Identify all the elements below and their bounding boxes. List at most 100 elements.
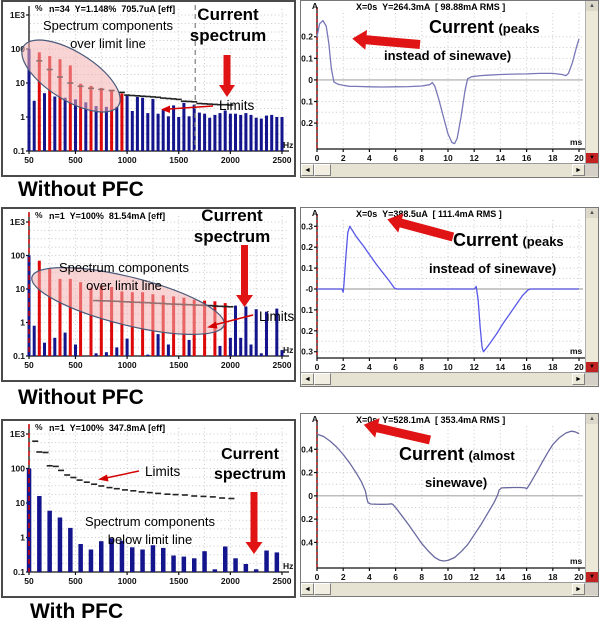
svg-text:0.2: 0.2 (301, 468, 313, 478)
current-note-line2: sinewave) (425, 475, 488, 490)
row-label-2: Without PFC (18, 386, 144, 409)
harmonic-spectrum-chart: 1E3 100 10 1 0.150 500 1000 1500 2000 2500 Hz% (10, 422, 294, 586)
components-note: Spectrum components over limit line (58, 260, 190, 293)
svg-text:ms: ms (570, 556, 583, 566)
vertical-scrollbar[interactable]: ▲ ▼ (585, 1, 598, 164)
svg-text:0: 0 (315, 362, 320, 372)
svg-text:2500: 2500 (273, 360, 292, 370)
horizontal-scrollbar[interactable]: ◄ ► (301, 372, 598, 386)
scroll-up-button[interactable]: ▲ (586, 414, 598, 424)
svg-text:1: 1 (20, 112, 25, 122)
svg-text:1E3: 1E3 (10, 10, 25, 20)
scroll-left-button[interactable]: ◄ (301, 373, 314, 385)
svg-text:14: 14 (496, 572, 506, 582)
svg-text:18: 18 (548, 362, 558, 372)
svg-text:1000: 1000 (118, 576, 137, 586)
waveform-panel-3: X=0s Y=528.1mA [ 353.4mA RMS ] 0.40.20-0… (300, 413, 599, 597)
spectrum-panel-1: n=34 Y=1.148% 705.7uA [eff] 1E3 100 10 1 0.1… (1, 0, 296, 177)
limits-label: Limits (145, 464, 181, 479)
svg-text:A: A (312, 414, 318, 424)
svg-text:500: 500 (68, 155, 82, 165)
limits-label: Limits (219, 98, 255, 113)
svg-text:0: 0 (308, 491, 313, 501)
svg-text:1500: 1500 (169, 155, 188, 165)
svg-text:-0: -0 (305, 284, 313, 294)
svg-text:0.1: 0.1 (13, 351, 25, 361)
svg-text:1500: 1500 (169, 360, 188, 370)
svg-text:500: 500 (68, 360, 82, 370)
svg-text:0.1: 0.1 (13, 567, 25, 577)
current-spectrum-label: Current spectrum (189, 5, 267, 46)
svg-text:12: 12 (469, 153, 479, 163)
scroll-thumb[interactable] (314, 583, 331, 595)
svg-text:10: 10 (443, 153, 453, 163)
svg-text:1E3: 1E3 (10, 429, 25, 439)
scroll-track[interactable] (331, 373, 572, 386)
scroll-right-button[interactable]: ► (572, 583, 585, 595)
waveform-panel-2: X=0s Y=388.5uA [ 111.4mA RMS ] 0.3 0.2 0.1… (300, 207, 599, 387)
svg-text:1E3: 1E3 (10, 217, 25, 227)
scroll-up-button[interactable]: ▲ (586, 1, 598, 11)
current-note-line2: instead of sinewave) (429, 261, 557, 276)
components-note: Spectrum components over limit line (42, 18, 174, 51)
svg-text:ms: ms (570, 346, 583, 356)
svg-text:Hz: Hz (283, 561, 293, 571)
scroll-track[interactable] (331, 164, 572, 177)
current-waveform-chart: 0.4 0.2 0 -0.2 -0.4 0 2 4 6 8 10 12 14 16 18 20 ms A (301, 414, 585, 582)
svg-text:-0.2: -0.2 (301, 326, 313, 336)
current-note-line1: Current (almost (399, 444, 515, 464)
svg-text:0: 0 (315, 153, 320, 163)
svg-text:1000: 1000 (118, 360, 137, 370)
scroll-right-button[interactable]: ► (572, 373, 585, 385)
svg-text:12: 12 (469, 362, 479, 372)
chart-readout: n=34 Y=1.148% 705.7uA [eff] (49, 4, 176, 14)
svg-text:4: 4 (367, 153, 372, 163)
svg-text:1500: 1500 (169, 576, 188, 586)
scroll-down-button[interactable]: ▼ (586, 153, 598, 164)
svg-text:2000: 2000 (221, 576, 240, 586)
svg-text:0.2: 0.2 (301, 242, 313, 252)
svg-text:0.2: 0.2 (301, 32, 313, 42)
horizontal-scrollbar[interactable]: ◄ ► (301, 163, 598, 177)
svg-text:2000: 2000 (221, 155, 240, 165)
svg-text:-0.2: -0.2 (301, 118, 313, 128)
scroll-right-button[interactable]: ► (572, 164, 585, 176)
horizontal-scrollbar[interactable]: ◄ ► (301, 582, 598, 596)
svg-text:8: 8 (419, 572, 424, 582)
svg-text:%: % (35, 422, 43, 432)
svg-text:2: 2 (341, 153, 346, 163)
limits-label: Limits (259, 309, 295, 324)
svg-text:18: 18 (548, 572, 558, 582)
vertical-scrollbar[interactable]: ▲ ▼ (585, 208, 598, 373)
svg-text:14: 14 (496, 153, 506, 163)
svg-text:2: 2 (341, 362, 346, 372)
svg-text:0.1: 0.1 (301, 53, 313, 63)
svg-text:-0.3: -0.3 (301, 347, 313, 357)
scroll-left-button[interactable]: ◄ (301, 164, 314, 176)
svg-text:18: 18 (548, 153, 558, 163)
scroll-thumb[interactable] (314, 373, 331, 385)
svg-text:14: 14 (496, 362, 506, 372)
scroll-down-button[interactable]: ▼ (586, 572, 598, 583)
svg-text:Hz: Hz (283, 140, 293, 150)
svg-text:-0.2: -0.2 (301, 514, 313, 524)
svg-text:10: 10 (16, 284, 26, 294)
svg-text:2500: 2500 (273, 155, 292, 165)
scroll-left-button[interactable]: ◄ (301, 583, 314, 595)
svg-text:%: % (35, 3, 43, 13)
scroll-down-button[interactable]: ▼ (586, 362, 598, 373)
scroll-up-button[interactable]: ▲ (586, 208, 598, 218)
svg-text:6: 6 (393, 153, 398, 163)
current-spectrum-label: Current spectrum (193, 206, 271, 247)
svg-text:10: 10 (443, 572, 453, 582)
svg-text:100: 100 (11, 464, 25, 474)
scroll-thumb[interactable] (314, 164, 331, 176)
svg-text:6: 6 (393, 362, 398, 372)
chart-readout: X=0s Y=264.3mA [ 98.88mA RMS ] (356, 2, 506, 12)
scrollbar-corner (585, 373, 598, 385)
svg-text:6: 6 (393, 572, 398, 582)
scroll-track[interactable] (331, 583, 572, 596)
vertical-scrollbar[interactable]: ▲ ▼ (585, 414, 598, 583)
spectrum-panel-2: n=1 Y=100% 81.54mA [eff] 1E3 100 10 1 0.1 50 5… (1, 206, 296, 382)
